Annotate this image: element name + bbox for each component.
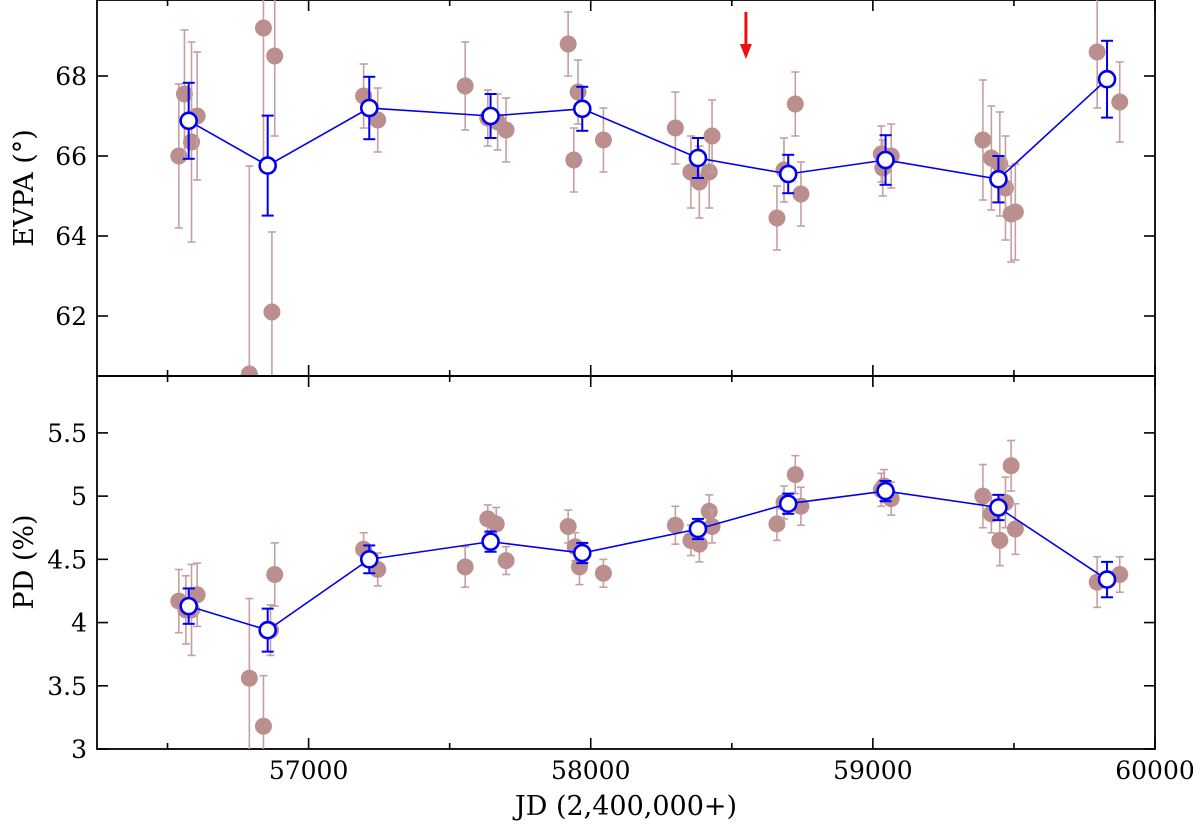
pd-binned-point <box>359 550 379 569</box>
evpa-y-ticks: 62 64 66 68 <box>55 62 1155 331</box>
pd-binned-point <box>1097 570 1117 589</box>
pd-y-tick-label: 3 <box>71 735 87 764</box>
pd-individual-point <box>1006 520 1024 538</box>
evpa-individual-point <box>497 121 515 139</box>
evpa-binned-point <box>359 98 379 118</box>
pd-individual-series <box>170 439 1129 749</box>
evpa-panel: 62 64 66 68 EVPA (°) <box>9 0 1156 377</box>
evpa-individual-point <box>974 131 992 149</box>
jd-axis-label: JD (2,400,000+) <box>512 791 737 822</box>
evpa-x-ticks <box>166 0 1156 376</box>
evpa-binned-point <box>989 169 1008 189</box>
evpa-y-tick-label: 62 <box>55 302 87 331</box>
pd-individual-point <box>666 516 684 534</box>
pd-individual-point <box>703 517 721 535</box>
evpa-binned-point <box>258 156 277 175</box>
evpa-individual-point <box>456 77 474 95</box>
pd-individual-point <box>1002 457 1020 475</box>
pd-individual-point <box>594 564 612 582</box>
pd-binned-point <box>688 519 708 539</box>
pd-x-tick-label: 60000 <box>1115 756 1195 785</box>
event-arrow-head <box>739 44 752 59</box>
evpa-individual-point <box>1006 203 1024 221</box>
pd-panel: 57000 58000 59000 60000 3 3.5 4 4.5 5 5.5 PD (%)… <box>9 375 1195 822</box>
evpa-binned-point <box>688 148 708 168</box>
evpa-individual-point <box>263 303 281 321</box>
pd-individual-point <box>254 717 272 735</box>
evpa-individual-point <box>254 19 272 37</box>
evpa-binned-point <box>572 99 592 119</box>
pd-individual-point <box>991 531 1009 549</box>
pd-y-tick-label: 5.5 <box>47 419 87 448</box>
pd-individual-point <box>786 466 804 484</box>
pd-binned-point <box>876 481 895 501</box>
evpa-individual-point <box>768 209 786 227</box>
evpa-individual-point <box>594 131 612 149</box>
pd-axis-label: PD (%) <box>9 514 40 609</box>
pd-y-tick-label: 4.5 <box>47 545 87 574</box>
evpa-individual-point <box>170 147 188 165</box>
pd-binned-point <box>258 620 277 640</box>
pd-individual-point <box>487 515 505 533</box>
evpa-y-tick-label: 68 <box>55 62 87 91</box>
pd-binned-point <box>989 498 1008 517</box>
pd-plot-frame <box>96 375 1156 750</box>
evpa-axis-label: EVPA (°) <box>9 129 40 247</box>
evpa-binned-point <box>179 111 198 131</box>
pd-y-tick-label: 3.5 <box>47 672 87 701</box>
evpa-individual-point <box>175 85 193 103</box>
pd-individual-point <box>497 552 515 570</box>
pd-y-ticks: 3 3.5 4 4.5 5 5.5 <box>47 419 1155 764</box>
pd-individual-point <box>456 558 474 576</box>
evpa-individual-point <box>991 155 1009 173</box>
evpa-binned-line <box>188 78 1108 181</box>
evpa-individual-point <box>565 151 583 169</box>
pd-individual-point <box>266 566 284 584</box>
pd-individual-point <box>974 487 992 505</box>
evpa-individual-point <box>240 365 258 376</box>
pd-x-tick-label: 57000 <box>269 756 349 785</box>
evpa-binned-point <box>1097 69 1117 89</box>
pd-binned-point <box>778 494 798 514</box>
pd-binned-series <box>179 479 1117 653</box>
pd-individual-point <box>700 502 718 520</box>
evpa-binned-point <box>778 164 798 184</box>
evpa-binned-point <box>876 150 895 170</box>
pd-individual-point <box>768 515 786 533</box>
evpa-individual-point <box>1111 93 1129 111</box>
pd-individual-point <box>559 517 577 535</box>
pd-x-tick-label: 58000 <box>551 756 631 785</box>
event-arrow-annotation <box>739 12 752 59</box>
evpa-binned-series <box>179 39 1117 217</box>
pd-x-ticks: 57000 58000 59000 60000 <box>166 376 1195 785</box>
evpa-y-tick-label: 64 <box>55 222 87 251</box>
evpa-individual-point <box>1088 43 1106 61</box>
evpa-individual-point <box>792 185 810 203</box>
evpa-individual-point <box>559 35 577 53</box>
evpa-individual-point <box>666 119 684 137</box>
pd-y-tick-label: 4 <box>71 609 87 638</box>
evpa-individual-point <box>183 133 201 151</box>
pd-binned-point <box>481 532 500 551</box>
pd-individual-point <box>240 669 258 687</box>
evpa-individual-point <box>266 47 284 65</box>
pd-y-tick-label: 5 <box>71 482 87 511</box>
evpa-individual-point <box>703 127 721 145</box>
evpa-individual-point <box>786 95 804 113</box>
pd-binned-point <box>572 543 592 563</box>
pd-x-tick-label: 59000 <box>833 756 913 785</box>
pd-binned-point <box>179 596 198 616</box>
evpa-y-tick-label: 66 <box>55 142 87 171</box>
pd-binned-line <box>188 490 1108 632</box>
evpa-binned-point <box>481 106 500 126</box>
